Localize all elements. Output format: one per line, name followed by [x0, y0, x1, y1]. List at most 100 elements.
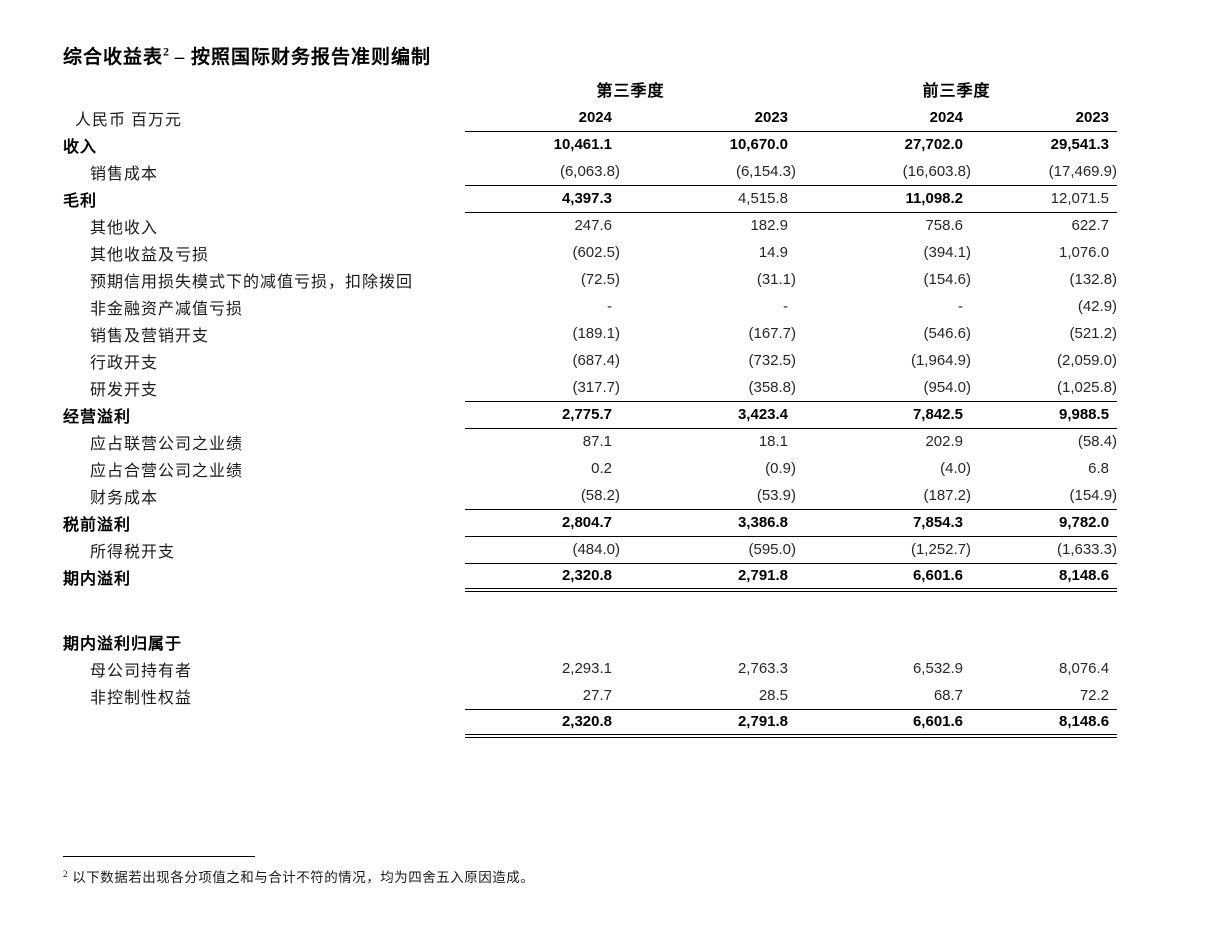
row-value: (2,059.0) [1056, 352, 1118, 369]
row-value: 2,763.3 [737, 660, 789, 677]
row-value: (521.2) [1069, 325, 1118, 342]
row-value: (546.6) [923, 325, 972, 342]
row-label: 收入 [63, 138, 98, 156]
year-header: 2023 [620, 104, 797, 132]
spacer-row [63, 590, 1117, 628]
table-row: 毛利 4,397.3 4,515.8 11,098.2 12,071.5 [63, 185, 1118, 213]
row-label: 期内溢利归属于 [63, 635, 183, 653]
row-value: - [607, 298, 612, 315]
row-value: 68.7 [796, 682, 972, 710]
row-value: (53.9) [620, 482, 797, 510]
page-title-main: 综合收益表 [63, 47, 164, 68]
row-label: 所得税开支 [90, 543, 176, 561]
column-group-q3: 第三季度 [596, 83, 665, 100]
row-value: (1,964.9) [910, 352, 972, 369]
row-label: 非金融资产减值亏损 [90, 300, 244, 318]
table-row: 行政开支 (687.4) (732.5) (1,964.9) (2,059.0) [63, 347, 1117, 374]
row-value: 10,461.1 [553, 136, 612, 154]
row-value [796, 628, 971, 655]
row-value: (31.1) [756, 271, 797, 288]
row-value: 3,423.4 [620, 401, 797, 429]
column-group-9m: 前三季度 [922, 83, 991, 100]
table-row: 财务成本 (58.2) (53.9) (187.2) (154.9) [63, 482, 1118, 510]
row-value: (1,633.3) [971, 536, 1118, 564]
row-value: 1,076.0 [1058, 244, 1110, 261]
row-value: 4,397.3 [465, 185, 620, 213]
row-value: - [958, 298, 964, 315]
row-value: 29,541.3 [1050, 136, 1110, 154]
page-title-rest: – 按照国际财务报告准则编制 [169, 47, 432, 68]
table-row: 期内溢利 2,320.8 2,791.8 6,601.6 8,148.6 [63, 563, 1118, 592]
page-title: 综合收益表2 – 按照国际财务报告准则编制 [63, 42, 431, 69]
table-row: 非控制性权益 27.7 28.5 68.7 72.2 [63, 682, 1118, 710]
table-row: 经营溢利 2,775.7 3,423.4 7,842.5 9,988.5 [63, 401, 1118, 429]
row-value: 3,386.8 [620, 509, 797, 537]
row-value: 6,601.6 [796, 563, 972, 592]
table-body: 收入 10,461.1 10,670.0 27,702.0 29,541.3 销… [63, 131, 1118, 738]
row-value: (732.5) [748, 352, 797, 369]
table-row: 非金融资产减值亏损 - - - (42.9) [63, 293, 1117, 320]
table-row: 其他收益及亏损 (602.5) 14.9 (394.1) 1,076.0 [63, 239, 1117, 266]
row-value: 7,854.3 [796, 509, 972, 537]
row-value: (16,603.8) [796, 158, 972, 186]
row-value: 2,775.7 [465, 401, 620, 429]
row-value: 2,293.1 [561, 660, 612, 677]
row-value: (58.2) [465, 482, 620, 510]
income-statement-table: 第三季度 前三季度 人民币 百万元 2024 2023 2024 2023 收入… [63, 74, 1118, 738]
row-value: 12,071.5 [971, 185, 1118, 213]
row-value: 10,670.0 [729, 136, 789, 154]
row-value: 202.9 [925, 433, 964, 451]
row-value: 0.2 [591, 460, 612, 477]
table-row: 税前溢利 2,804.7 3,386.8 7,854.3 9,782.0 [63, 509, 1118, 537]
table-row: 期内溢利归属于 [63, 628, 1117, 655]
table-row: 母公司持有者 2,293.1 2,763.3 6,532.9 8,076.4 [63, 655, 1117, 682]
row-value: (187.2) [796, 482, 972, 510]
year-header: 2023 [971, 104, 1118, 132]
footnote-superscript: 2 [63, 869, 69, 880]
row-value: (6,154.3) [620, 158, 797, 186]
row-label: 应占联营公司之业绩 [90, 435, 244, 453]
table-row: 所得税开支 (484.0) (595.0) (1,252.7) (1,633.3… [63, 536, 1118, 564]
row-value: 6.8 [1088, 460, 1110, 477]
year-header: 2024 [465, 104, 620, 132]
row-label: 非控制性权益 [90, 689, 193, 707]
row-value: (484.0) [465, 536, 620, 564]
row-label: 应占合营公司之业绩 [90, 462, 244, 480]
row-value [465, 628, 620, 655]
row-value: 758.6 [925, 217, 964, 235]
row-value: (132.8) [1069, 271, 1118, 288]
footnote: 2 以下数据若出现各分项值之和与合计不符的情况，均为四舍五入原因造成。 [63, 856, 534, 886]
unit-label: 人民币 百万元 [75, 111, 183, 129]
row-value: (189.1) [572, 325, 620, 342]
year-header: 2024 [796, 104, 972, 132]
row-value: 6,532.9 [912, 660, 964, 677]
corner-cell [63, 74, 465, 104]
table-row: 销售及营销开支 (189.1) (167.7) (546.6) (521.2) [63, 320, 1117, 347]
table-row: 2,320.8 2,791.8 6,601.6 8,148.6 [63, 709, 1118, 738]
footnote-divider [63, 856, 255, 857]
row-value: 2,804.7 [465, 509, 620, 537]
footnote-text: 以下数据若出现各分项值之和与合计不符的情况，均为四舍五入原因造成。 [72, 870, 535, 885]
row-value: 28.5 [620, 682, 797, 710]
row-value: (58.4) [1077, 433, 1118, 451]
row-label: 行政开支 [90, 354, 159, 372]
row-label: 财务成本 [90, 489, 159, 507]
row-label: 母公司持有者 [90, 662, 193, 680]
row-value: (394.1) [923, 244, 972, 261]
row-value: 8,148.6 [971, 709, 1118, 738]
row-label: 预期信用损失模式下的减值亏损，扣除拨回 [90, 273, 414, 291]
row-value: 2,791.8 [620, 709, 797, 738]
table-row: 销售成本 (6,063.8) (6,154.3) (16,603.8) (17,… [63, 158, 1118, 186]
row-value: 18.1 [758, 433, 789, 451]
row-label: 期内溢利 [63, 570, 132, 588]
row-label: 经营溢利 [63, 408, 132, 426]
year-header-row: 人民币 百万元 2024 2023 2024 2023 [63, 104, 1118, 132]
row-value: 8,148.6 [971, 563, 1118, 592]
row-value: 2,320.8 [465, 563, 620, 592]
row-value: (154.9) [971, 482, 1118, 510]
table-row: 应占合营公司之业绩 0.2 (0.9) (4.0) 6.8 [63, 455, 1117, 482]
row-value: (595.0) [620, 536, 797, 564]
row-value: 27.7 [465, 682, 620, 710]
row-value: 247.6 [574, 217, 612, 235]
row-value: (954.0) [796, 374, 972, 402]
